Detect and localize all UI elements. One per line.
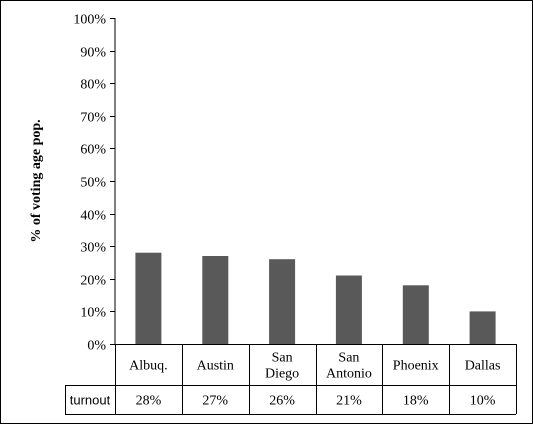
table-cell: 27% [202,394,228,409]
table-cell: 21% [336,394,362,409]
bar [335,275,362,344]
category-label: Austin [197,359,234,374]
category-label: Dallas [465,359,501,374]
category-label: Phoenix [393,359,439,374]
bar [469,311,496,344]
y-tick-label: 100% [73,13,106,28]
table-cell: 28% [136,394,162,409]
category-label: San Antonio [326,351,372,382]
bars [135,252,496,344]
bar [269,259,296,344]
y-tick-label: 0% [87,339,106,354]
y-axis-title: % of voting age pop. [29,119,44,242]
y-tick-label: 40% [80,209,106,224]
table-cell: 26% [269,394,295,409]
y-tick-label: 50% [80,176,106,191]
category-label: Albuq. [129,359,168,374]
bar [135,252,162,344]
y-tick-label: 80% [80,78,106,93]
table-cell: 10% [470,394,496,409]
y-tick-label: 10% [80,306,106,321]
y-tick-label: 90% [80,46,106,61]
bar [202,256,229,344]
bar [402,285,429,344]
category-label: San Diego [265,351,299,382]
y-tick-label: 70% [80,111,106,126]
data-table: turnout Albuq. Austin San Diego San Antonio Pho… [65,344,517,415]
y-tick-label: 20% [80,274,106,289]
table-row-header: turnout [70,393,111,408]
y-tick-label: 30% [80,241,106,256]
y-tick-label: 60% [80,143,106,158]
y-axis: 0% 10% 20% 30% 40% 50% 60% 70% 80% 90% 100% [73,13,116,354]
table-cell: 18% [403,394,429,409]
